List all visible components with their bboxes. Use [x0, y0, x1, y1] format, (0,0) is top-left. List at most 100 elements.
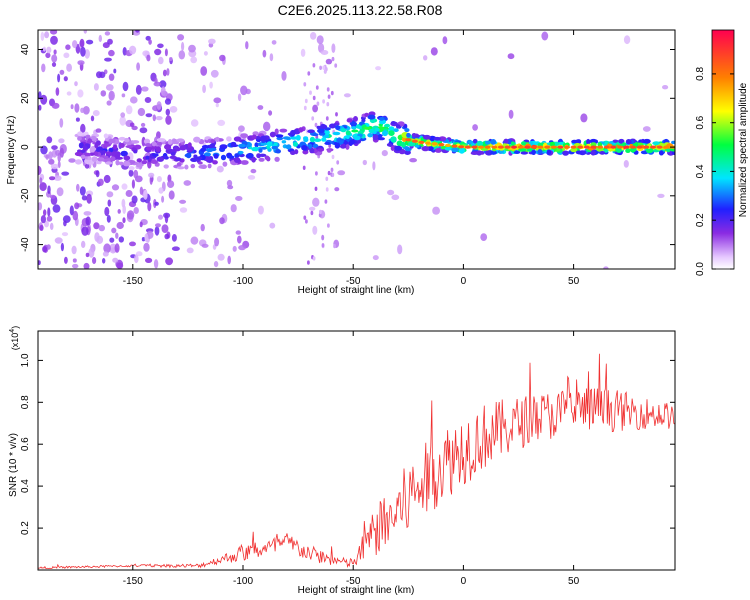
- heatmap-cell: [82, 106, 90, 115]
- heatmap-cell: [135, 84, 142, 95]
- heatmap-cell: [451, 147, 459, 153]
- heatmap-cell: [226, 179, 233, 187]
- heatmap-cell: [107, 199, 112, 207]
- heatmap-cell: [47, 207, 51, 217]
- heatmap-cell: [405, 138, 412, 142]
- heatmap-cell: [324, 141, 331, 145]
- heatmap-cell: [164, 213, 169, 224]
- spectrogram-y-label: Frequency (Hz): [6, 116, 17, 185]
- heatmap-cell: [98, 224, 106, 232]
- heatmap-cell: [257, 205, 264, 215]
- colorbar-tick-label: 0.6: [695, 115, 706, 129]
- heatmap-cell: [491, 145, 498, 149]
- y-tick-label: 1.0: [20, 353, 31, 367]
- heatmap-cell: [77, 136, 82, 141]
- heatmap-cell: [96, 71, 103, 79]
- heatmap-cell: [177, 166, 185, 170]
- heatmap-cell: [208, 38, 216, 45]
- heatmap-cell: [364, 112, 369, 117]
- heatmap-cell: [128, 169, 134, 177]
- heatmap-cell: [210, 69, 219, 78]
- heatmap-cell: [202, 84, 207, 94]
- heatmap-cell: [148, 39, 152, 45]
- heatmap-cell: [372, 134, 379, 141]
- heatmap-cell: [312, 104, 318, 113]
- heatmap-cell: [227, 185, 234, 190]
- heatmap-cell: [116, 221, 124, 230]
- heatmap-cell: [421, 146, 430, 152]
- heatmap-cell: [71, 245, 77, 255]
- heatmap-cell: [393, 128, 399, 133]
- heatmap-cell: [134, 254, 139, 264]
- heatmap-cell: [207, 163, 212, 169]
- heatmap-cell: [616, 147, 622, 153]
- heatmap-cell: [118, 236, 125, 243]
- snr-y-ticks: 0.2 0.4 0.6 0.8 1.0: [20, 353, 675, 535]
- heatmap-cell: [79, 38, 85, 48]
- heatmap-cell: [200, 66, 208, 76]
- heatmap-cell: [63, 52, 70, 59]
- heatmap-cell: [91, 156, 98, 163]
- heatmap-cell: [158, 214, 163, 220]
- heatmap-cell: [51, 145, 58, 151]
- heatmap-cell: [156, 176, 162, 183]
- heatmap-cell: [103, 155, 109, 159]
- heatmap-cell: [147, 160, 152, 169]
- heatmap-cell: [125, 145, 134, 149]
- heatmap-cell: [435, 147, 442, 153]
- heatmap-cell: [106, 215, 111, 223]
- heatmap-cell: [146, 54, 151, 62]
- heatmap-cell: [86, 39, 94, 45]
- heatmap-cell: [174, 157, 182, 162]
- heatmap-cell: [320, 50, 329, 55]
- heatmap-cell: [339, 144, 347, 149]
- heatmap-cell: [301, 145, 308, 151]
- heatmap-cell: [346, 118, 353, 123]
- heatmap-cell: [257, 105, 264, 110]
- heatmap-cell: [311, 116, 315, 121]
- heatmap-cell: [321, 243, 325, 248]
- heatmap-cell: [40, 94, 48, 105]
- heatmap-cell: [83, 262, 90, 269]
- heatmap-cell: [77, 60, 85, 66]
- snr-x-label: Height of straight line (km): [298, 585, 415, 596]
- heatmap-cell: [411, 139, 418, 143]
- heatmap-cell: [141, 160, 148, 165]
- heatmap-cell: [292, 141, 299, 147]
- spectrogram-heatmap: [38, 30, 675, 269]
- heatmap-cell: [135, 30, 140, 33]
- heatmap-cell: [61, 232, 69, 237]
- heatmap-cell: [395, 124, 401, 129]
- heatmap-cell: [391, 194, 400, 201]
- heatmap-cell: [167, 139, 173, 145]
- heatmap-cell: [154, 226, 160, 236]
- heatmap-cell: [122, 217, 126, 224]
- heatmap-cell: [222, 161, 228, 167]
- heatmap-cell: [240, 160, 249, 165]
- heatmap-cell: [190, 164, 196, 169]
- y-tick-label: 0.4: [20, 479, 31, 493]
- heatmap-cell: [432, 206, 440, 215]
- heatmap-cell: [51, 54, 58, 63]
- heatmap-cell: [123, 161, 131, 167]
- heatmap-cell: [321, 137, 327, 142]
- heatmap-cell: [108, 90, 115, 101]
- y-tick-label: 0.8: [20, 395, 31, 409]
- heatmap-cell: [381, 150, 388, 157]
- heatmap-cell: [281, 71, 287, 81]
- heatmap-cell: [468, 140, 474, 144]
- heatmap-cell: [351, 129, 359, 133]
- heatmap-cell: [316, 101, 320, 106]
- heatmap-cell: [387, 189, 395, 196]
- colorbar-gradient: [711, 29, 735, 270]
- heatmap-cell: [181, 41, 185, 51]
- heatmap-cell: [423, 134, 431, 140]
- heatmap-cell: [179, 207, 188, 213]
- heatmap-cell: [262, 49, 267, 58]
- heatmap-cell: [104, 57, 112, 62]
- heatmap-cell: [302, 165, 306, 170]
- heatmap-cell: [108, 49, 115, 57]
- heatmap-cell: [476, 140, 484, 147]
- colorbar-label: Normalized spectral amplitude: [738, 82, 749, 217]
- heatmap-cell: [219, 217, 225, 225]
